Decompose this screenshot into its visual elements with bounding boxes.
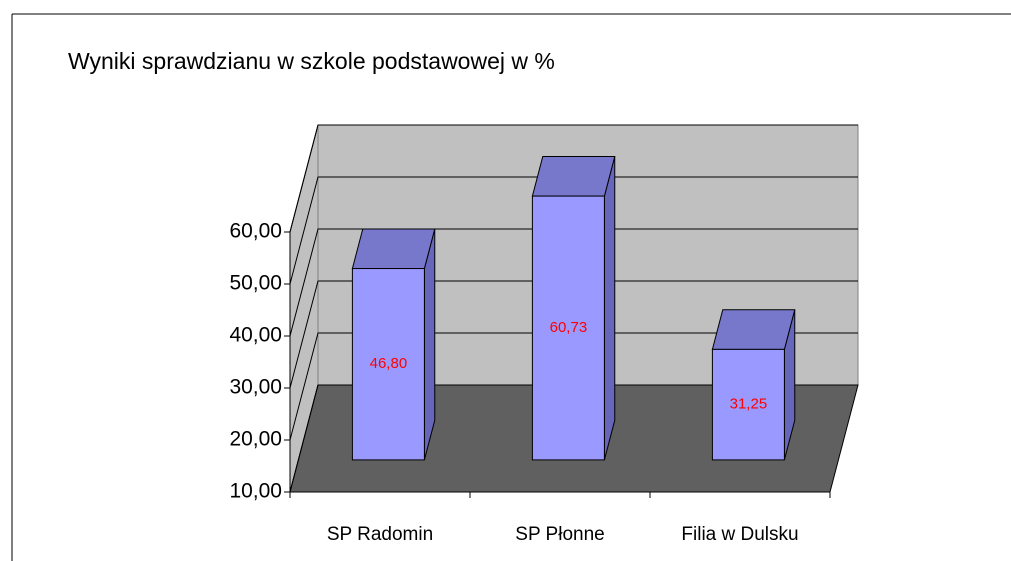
- y-tick-label: 30,00: [229, 376, 282, 399]
- y-tick-label: 50,00: [229, 272, 282, 295]
- x-tick-label: SP Radomin: [327, 524, 433, 545]
- bar: [531, 195, 605, 461]
- x-tick-label: Filia w Dulsku: [681, 524, 798, 545]
- value-label: 60,73: [550, 319, 588, 336]
- grid-line: [289, 228, 858, 337]
- bar: [351, 268, 425, 461]
- y-tick-label: 10,00: [229, 480, 282, 503]
- grid-line: [289, 332, 858, 441]
- x-tick-label: SP Płonne: [515, 524, 604, 545]
- bar-top: [531, 156, 616, 197]
- value-label: 31,25: [730, 396, 768, 413]
- chart-title: Wyniki sprawdzianu w szkole podstawowej …: [68, 48, 555, 74]
- grid-line: [289, 384, 858, 493]
- bar-side: [603, 156, 616, 461]
- grid-line: [289, 124, 858, 233]
- plot-area: 10,00 20,00 30,00 40,00 50,00 60,00 SP Radomin…: [229, 124, 859, 545]
- bar: [711, 348, 785, 461]
- bar-top: [351, 228, 436, 270]
- y-tick-label: 40,00: [229, 324, 282, 347]
- value-label: 46,80: [370, 355, 408, 372]
- y-tick-label: 60,00: [229, 220, 282, 243]
- y-tick-label: 20,00: [229, 428, 282, 451]
- grid-line: [289, 176, 858, 285]
- grid-line: [289, 280, 858, 389]
- bar-top: [711, 309, 796, 350]
